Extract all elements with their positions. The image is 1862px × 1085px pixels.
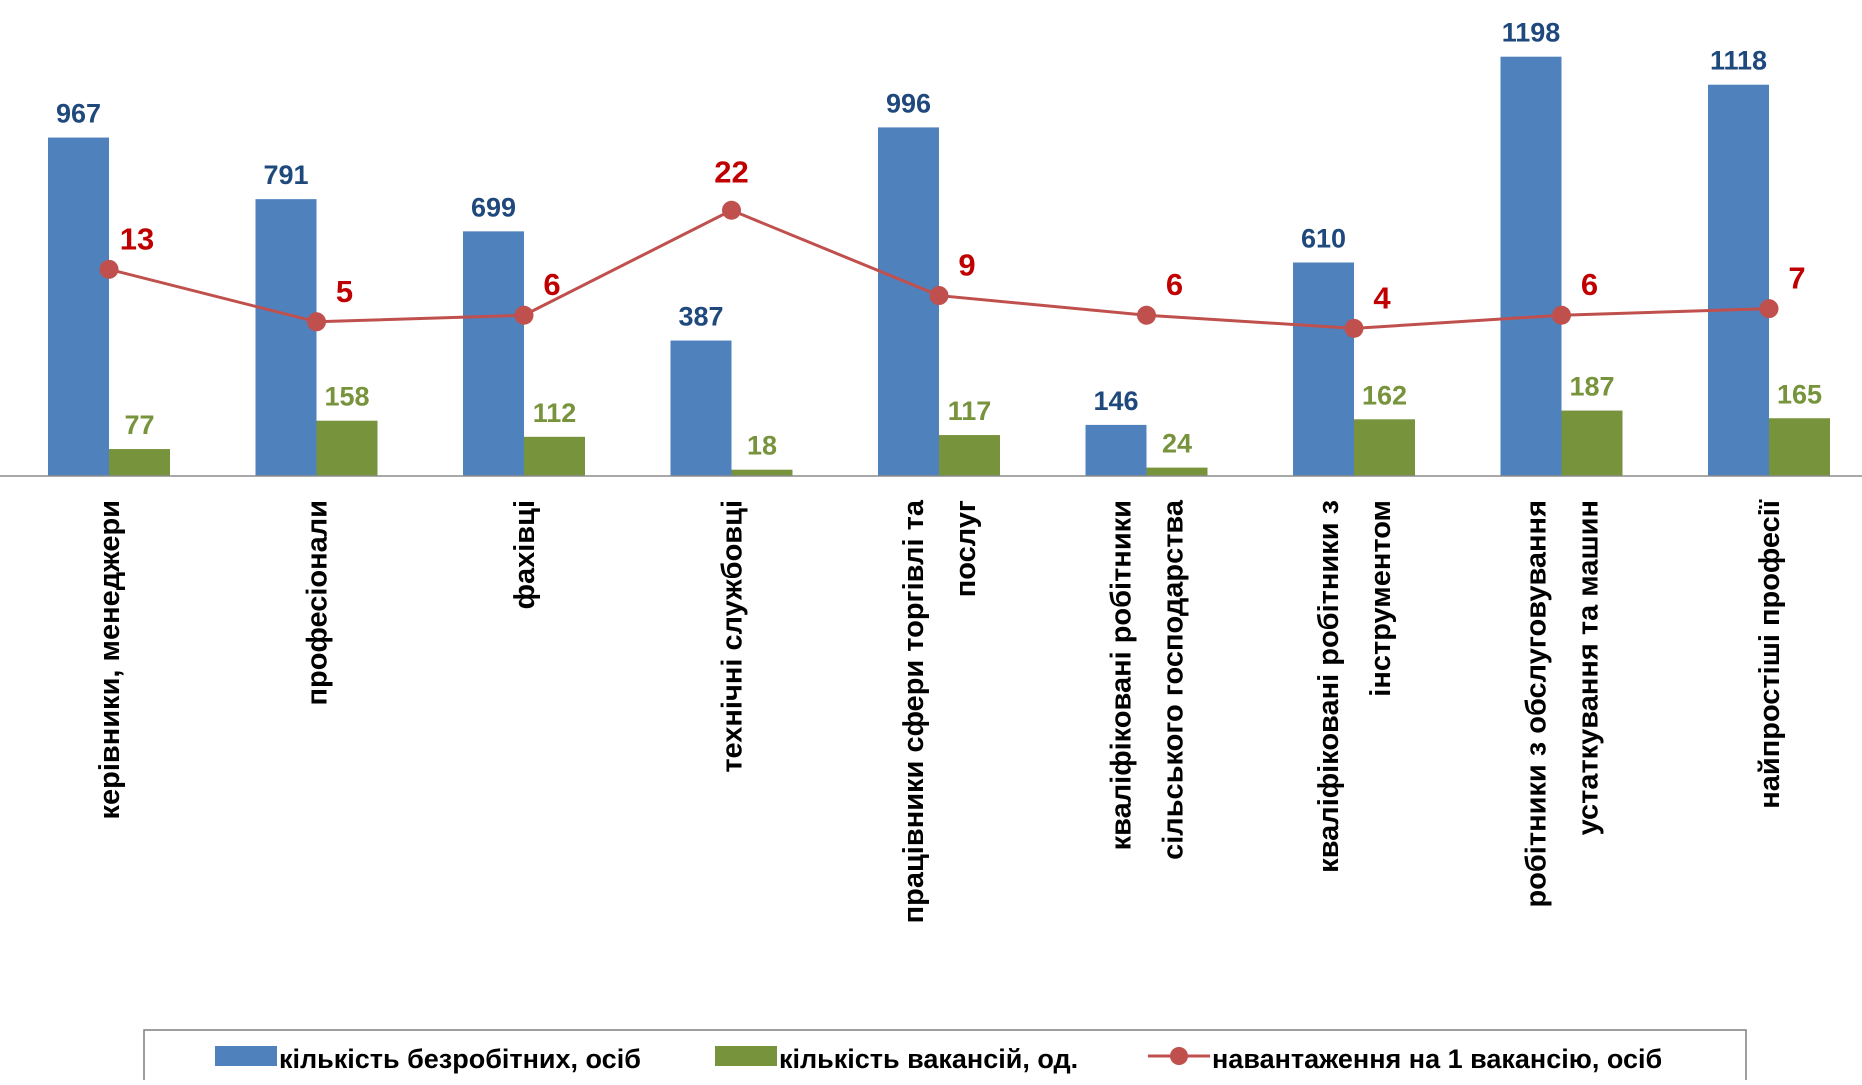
category-label-line: найпростіші професії — [1754, 499, 1786, 809]
data-label-unemployed: 1118 — [1710, 46, 1767, 76]
category-label-line: послуг — [950, 500, 982, 597]
category-label-line: фахівці — [509, 500, 541, 609]
bar-unemployed — [1500, 56, 1562, 476]
category-label-line: професіонали — [302, 500, 334, 705]
legend-label-unemployed: кількість безробітних, осіб — [279, 1044, 641, 1074]
data-label-vacancies: 112 — [533, 398, 577, 428]
category-label: фахівці — [509, 500, 541, 609]
bar-unemployed — [463, 231, 524, 476]
category-label-line: кваліфіковані робітники — [1106, 500, 1138, 850]
category-label: технічні службовці — [717, 500, 749, 773]
data-label-load: 6 — [543, 267, 560, 302]
category-label: кваліфіковані робітники з інструментом — [1313, 500, 1397, 873]
category-label: найпростіші професії — [1754, 499, 1786, 809]
data-label-load: 4 — [1373, 280, 1391, 315]
category-label: керівники, менеджери — [94, 500, 126, 820]
data-label-vacancies: 77 — [124, 410, 154, 440]
bar-vacancies — [316, 420, 378, 476]
bar-vacancies — [1146, 467, 1208, 476]
point-load — [1137, 305, 1156, 325]
category-label-line: працівники сфери торгівлі та — [898, 499, 930, 923]
data-label-vacancies: 24 — [1162, 429, 1192, 459]
bar-vacancies — [524, 436, 585, 476]
point-load — [722, 200, 741, 220]
category-labels-layer: керівники, менеджери професіонали фахівці т… — [94, 499, 1786, 923]
category-label-line: керівники, менеджери — [94, 500, 126, 820]
data-label-load: 7 — [1788, 261, 1805, 296]
data-label-vacancies: 117 — [948, 396, 992, 426]
category-label-line: сільського господарства — [1158, 499, 1190, 860]
data-label-unemployed: 1198 — [1502, 18, 1561, 48]
bars-layer — [48, 56, 1830, 477]
data-label-load: 6 — [1581, 267, 1598, 302]
category-label-line: робітники з обслуговування — [1521, 500, 1553, 908]
point-load — [307, 312, 326, 332]
data-label-vacancies: 165 — [1777, 379, 1822, 409]
point-load — [929, 286, 949, 306]
category-label-line: устаткування та машин — [1573, 500, 1605, 835]
bar-unemployed — [48, 137, 109, 477]
data-label-unemployed: 996 — [886, 88, 931, 118]
legend-swatch-vacancies — [715, 1046, 777, 1066]
data-label-load: 13 — [120, 221, 154, 256]
data-label-load: 5 — [336, 274, 353, 309]
bar-vacancies — [1769, 418, 1830, 476]
point-load — [514, 305, 534, 325]
data-label-load: 6 — [1166, 267, 1183, 302]
data-label-vacancies: 158 — [324, 382, 369, 412]
category-label: робітники з обслуговування устаткування т… — [1521, 500, 1605, 908]
data-label-unemployed: 699 — [471, 192, 516, 222]
bar-unemployed — [255, 199, 317, 476]
legend: кількість безробітних, осіб кількість вак… — [143, 1029, 1747, 1085]
data-label-load: 9 — [958, 248, 975, 283]
data-label-vacancies: 162 — [1362, 380, 1407, 410]
bar-vacancies — [1561, 410, 1623, 476]
point-load — [99, 259, 119, 279]
data-label-load: 22 — [714, 154, 748, 189]
legend-swatch-load-marker — [1170, 1047, 1188, 1065]
data-label-unemployed: 967 — [56, 99, 101, 129]
data-label-vacancies: 187 — [1569, 372, 1614, 402]
legend-box — [143, 1029, 1747, 1085]
category-label: працівники сфери торгівлі та послуг — [898, 499, 982, 923]
bar-vacancies — [109, 449, 170, 476]
bar-unemployed — [878, 127, 939, 477]
category-label: професіонали — [302, 500, 334, 705]
point-load — [1344, 318, 1364, 338]
data-label-unemployed: 387 — [678, 302, 723, 332]
legend-label-load: навантаження на 1 вакансію, осіб — [1212, 1044, 1662, 1074]
bar-vacancies — [939, 435, 1000, 476]
data-label-unemployed: 146 — [1093, 386, 1138, 416]
category-label-line: кваліфіковані робітники з — [1313, 500, 1345, 873]
bar-vacancies — [731, 469, 793, 476]
bar-unemployed — [1293, 262, 1354, 476]
data-label-unemployed: 610 — [1301, 224, 1346, 254]
legend-swatch-unemployed — [215, 1046, 277, 1066]
point-load — [1552, 305, 1571, 325]
legend-label-vacancies: кількість вакансій, од. — [779, 1044, 1078, 1074]
point-load — [1759, 299, 1779, 319]
bar-vacancies — [1354, 419, 1415, 476]
category-label: кваліфіковані робітники сільського господ… — [1106, 499, 1190, 860]
category-label-line: технічні службовці — [717, 500, 749, 773]
data-label-vacancies: 18 — [747, 431, 777, 461]
category-label-line: інструментом — [1365, 500, 1397, 697]
line-layer — [99, 200, 1779, 338]
bar-unemployed — [670, 340, 732, 476]
bar-unemployed — [1708, 84, 1769, 476]
bar-unemployed — [1085, 424, 1147, 476]
data-label-unemployed: 791 — [263, 160, 308, 190]
